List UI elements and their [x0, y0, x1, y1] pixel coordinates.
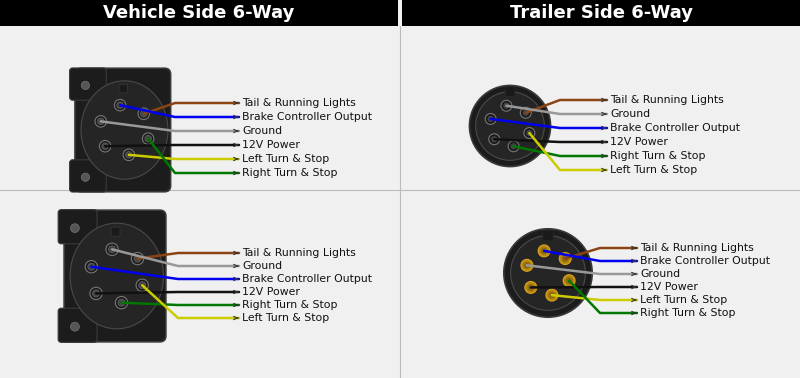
Circle shape: [538, 245, 550, 257]
Circle shape: [508, 141, 519, 152]
Circle shape: [525, 282, 537, 293]
Circle shape: [487, 116, 494, 122]
Circle shape: [541, 248, 547, 254]
Circle shape: [82, 81, 90, 90]
Circle shape: [546, 289, 558, 301]
FancyBboxPatch shape: [58, 210, 97, 244]
Text: Tail & Running Lights: Tail & Running Lights: [610, 95, 724, 105]
Text: Right Turn & Stop: Right Turn & Stop: [242, 168, 338, 178]
Text: Left Turn & Stop: Left Turn & Stop: [242, 154, 330, 164]
Text: Right Turn & Stop: Right Turn & Stop: [610, 151, 706, 161]
Text: Ground: Ground: [640, 269, 680, 279]
Circle shape: [503, 102, 510, 109]
Circle shape: [520, 107, 531, 118]
Circle shape: [70, 322, 79, 331]
Circle shape: [117, 102, 123, 108]
Circle shape: [106, 243, 118, 256]
FancyBboxPatch shape: [111, 227, 120, 236]
Circle shape: [142, 133, 154, 144]
FancyBboxPatch shape: [542, 230, 554, 241]
Circle shape: [98, 118, 104, 125]
Circle shape: [527, 284, 534, 291]
Circle shape: [504, 229, 592, 317]
FancyBboxPatch shape: [64, 210, 166, 342]
FancyBboxPatch shape: [58, 308, 97, 342]
Circle shape: [85, 260, 98, 273]
Text: Tail & Running Lights: Tail & Running Lights: [640, 243, 754, 253]
FancyBboxPatch shape: [505, 87, 515, 97]
Text: Left Turn & Stop: Left Turn & Stop: [242, 313, 330, 323]
Circle shape: [136, 279, 148, 291]
Circle shape: [115, 296, 128, 309]
Circle shape: [93, 290, 99, 297]
Circle shape: [510, 143, 517, 149]
Circle shape: [82, 173, 90, 181]
Circle shape: [123, 149, 134, 161]
Circle shape: [70, 224, 79, 232]
Text: Ground: Ground: [242, 126, 282, 136]
Circle shape: [126, 152, 132, 158]
Text: Tail & Running Lights: Tail & Running Lights: [242, 98, 356, 108]
Circle shape: [485, 113, 496, 124]
Circle shape: [559, 253, 571, 265]
Circle shape: [491, 136, 498, 143]
Circle shape: [523, 262, 530, 269]
Circle shape: [470, 85, 550, 167]
FancyBboxPatch shape: [70, 160, 106, 192]
Circle shape: [501, 100, 512, 111]
Bar: [0, 0, 398, 26]
Text: Trailer Side 6-Way: Trailer Side 6-Way: [510, 4, 693, 22]
Text: Brake Controller Output: Brake Controller Output: [242, 112, 372, 122]
Text: 12V Power: 12V Power: [242, 287, 300, 297]
Circle shape: [95, 116, 106, 127]
Text: Ground: Ground: [610, 109, 650, 119]
FancyBboxPatch shape: [75, 68, 170, 192]
Text: Brake Controller Output: Brake Controller Output: [610, 123, 740, 133]
Bar: [402, 0, 800, 26]
Circle shape: [118, 299, 125, 306]
Circle shape: [524, 128, 535, 138]
FancyBboxPatch shape: [119, 84, 127, 93]
Text: 12V Power: 12V Power: [610, 137, 668, 147]
Text: Ground: Ground: [242, 261, 282, 271]
Text: Right Turn & Stop: Right Turn & Stop: [242, 300, 338, 310]
Circle shape: [88, 263, 95, 270]
Circle shape: [145, 135, 151, 142]
Text: Right Turn & Stop: Right Turn & Stop: [640, 308, 735, 318]
Circle shape: [114, 99, 126, 111]
Circle shape: [99, 141, 111, 152]
Circle shape: [102, 143, 109, 149]
Circle shape: [131, 253, 144, 265]
Text: Brake Controller Output: Brake Controller Output: [242, 274, 372, 284]
Circle shape: [562, 255, 569, 262]
Circle shape: [90, 287, 102, 299]
Text: 12V Power: 12V Power: [640, 282, 698, 292]
Circle shape: [138, 282, 146, 289]
Circle shape: [526, 130, 533, 136]
Text: Left Turn & Stop: Left Turn & Stop: [610, 165, 698, 175]
Circle shape: [522, 110, 529, 116]
Circle shape: [566, 277, 573, 284]
FancyBboxPatch shape: [70, 68, 106, 100]
Circle shape: [141, 110, 147, 117]
Circle shape: [563, 275, 575, 287]
Circle shape: [489, 134, 500, 145]
Circle shape: [476, 92, 544, 160]
Circle shape: [109, 246, 116, 253]
Ellipse shape: [70, 223, 163, 329]
Text: 12V Power: 12V Power: [242, 140, 300, 150]
Text: Vehicle Side 6-Way: Vehicle Side 6-Way: [103, 4, 294, 22]
Text: Left Turn & Stop: Left Turn & Stop: [640, 295, 727, 305]
Ellipse shape: [81, 81, 168, 179]
Text: Brake Controller Output: Brake Controller Output: [640, 256, 770, 266]
Circle shape: [134, 255, 141, 262]
Circle shape: [510, 235, 586, 310]
Circle shape: [138, 108, 150, 119]
Circle shape: [521, 259, 533, 271]
Circle shape: [549, 292, 555, 299]
Text: Tail & Running Lights: Tail & Running Lights: [242, 248, 356, 258]
